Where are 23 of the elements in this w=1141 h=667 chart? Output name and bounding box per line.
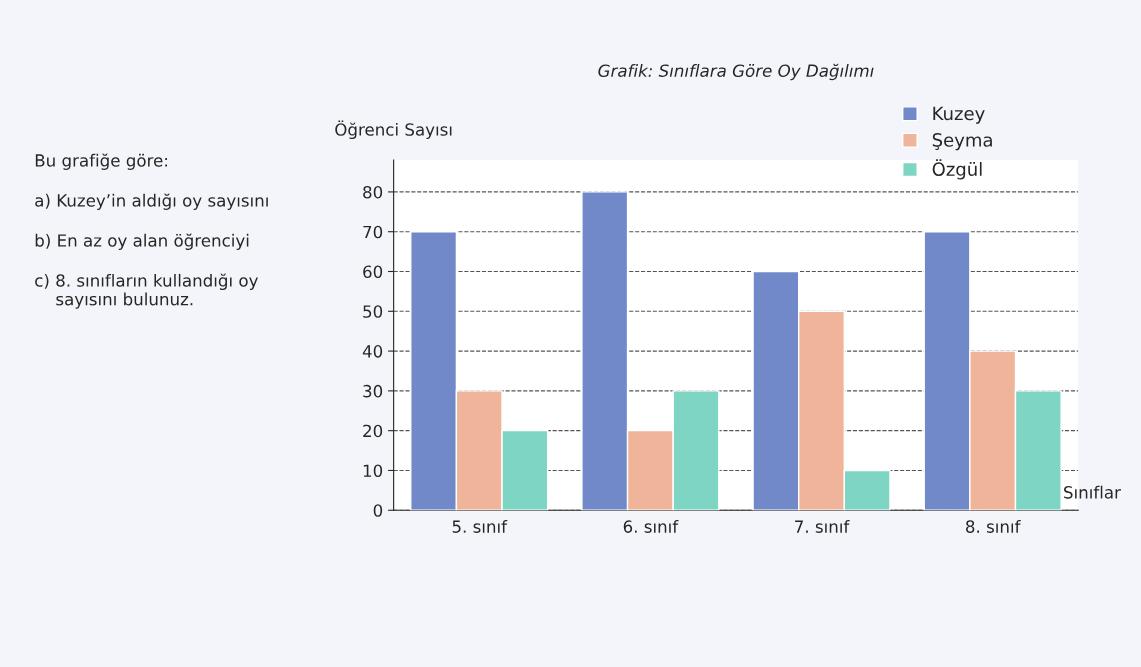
chart-title: Grafik: Sınıflara Göre Oy Dağılımı — [598, 63, 874, 81]
y-tick-label: 30 — [363, 384, 383, 398]
y-tick-label: 80 — [363, 185, 383, 199]
x-tick-label: 5. sınıf — [452, 519, 508, 533]
legend-label: Kuzey — [933, 106, 985, 124]
y-tick-label: 60 — [363, 265, 383, 279]
x-tick-label: 8. sınıf — [966, 519, 1021, 533]
legend-label: Özgül — [932, 159, 982, 180]
text: c) 8. sınıfların kullandığı oy sayısını bulunuz. — [35, 273, 258, 309]
y-tick-label: 40 — [362, 345, 383, 358]
y-tick-label: 50 — [363, 305, 383, 318]
text: b) En az oy alan öğrenciyi — [35, 233, 249, 250]
x-tick-label: 6. sınıf — [623, 519, 679, 533]
y-tick-label: 10 — [363, 464, 383, 478]
y-tick-label: 20 — [363, 424, 383, 438]
text: Bu grafiğe göre: — [35, 153, 167, 170]
y-tick-label: 70 — [363, 225, 383, 239]
x-axis-title: Sınıflar — [1064, 485, 1121, 499]
x-tick-label: 7. sınıf — [795, 519, 850, 533]
legend-label: Şeyma — [932, 133, 992, 151]
y-tick-label: 0 — [373, 504, 383, 517]
text: a) Kuzey’in aldığı oy sayısını — [35, 193, 268, 210]
y-axis-title: Öğrenci Sayısı — [335, 120, 452, 140]
